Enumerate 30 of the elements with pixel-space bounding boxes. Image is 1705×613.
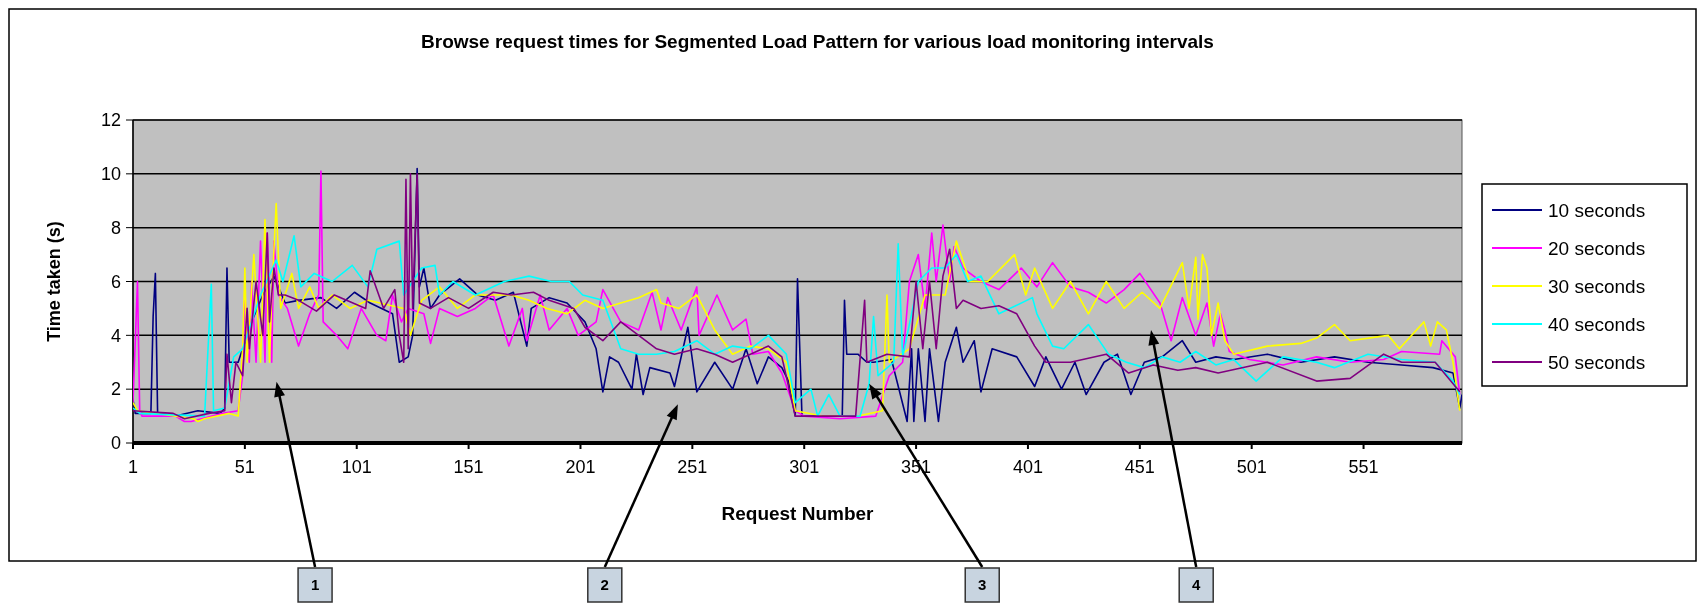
text: 1 [310, 576, 320, 594]
y-tick-label: 2 [110, 379, 121, 400]
x-tick-label: 551 [1348, 457, 1379, 477]
legend-label: 20 seconds [1548, 237, 1646, 259]
text: 2 [600, 576, 609, 594]
x-axis-title: Request Number [721, 503, 875, 524]
y-tick-label: 4 [110, 325, 121, 346]
x-tick-label: 1 [127, 457, 139, 477]
y-tick-label: 12 [100, 110, 121, 131]
chart-title: Browse request times for Segmented Load Pattern for various load monitoring intervals [421, 31, 1214, 52]
y-tick-label: 10 [100, 164, 121, 185]
x-tick-label: 151 [453, 457, 484, 477]
x-tick-label: 301 [789, 457, 820, 477]
x-tick-label: 251 [677, 457, 708, 477]
x-tick-label: 401 [1012, 457, 1043, 477]
legend-label: 30 seconds [1548, 275, 1646, 297]
legend-label: 10 seconds [1548, 199, 1646, 221]
y-tick-label: 0 [110, 433, 121, 454]
annotation: 3 [978, 576, 987, 594]
legend-label: 40 seconds [1548, 313, 1646, 335]
legend-label: 50 seconds [1548, 351, 1646, 373]
x-tick-label: 201 [565, 457, 596, 477]
x-tick-label: 51 [234, 457, 255, 477]
x-tick-label: 501 [1236, 457, 1267, 477]
x-tick-label: 451 [1124, 457, 1155, 477]
x-tick-label: 101 [341, 457, 372, 477]
y-tick-label: 8 [110, 217, 121, 238]
y-axis-title: Time taken (s) [44, 221, 64, 342]
text: 4 [1192, 576, 1202, 594]
y-tick-label: 6 [110, 271, 121, 292]
